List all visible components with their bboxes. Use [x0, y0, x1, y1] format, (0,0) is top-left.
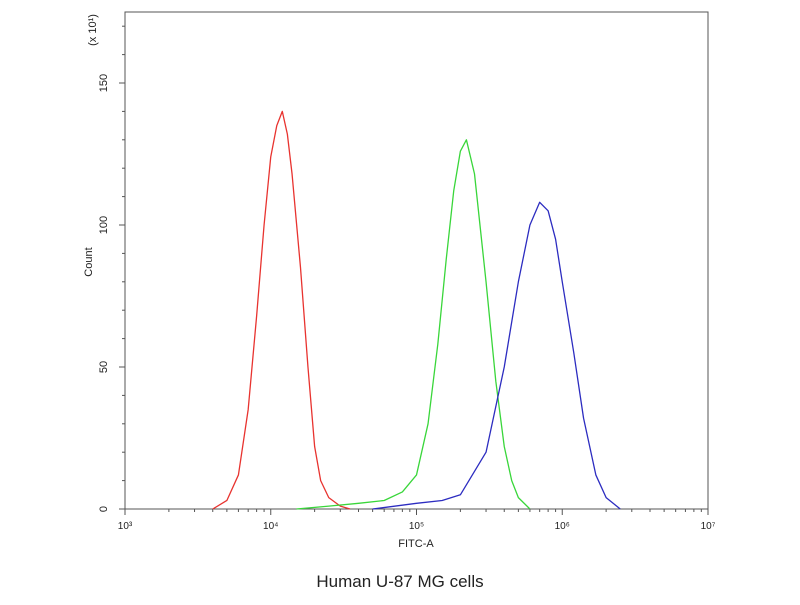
- histogram-line-2: [296, 139, 531, 510]
- y-axis: 0 50 100 150: [98, 25, 125, 512]
- x-axis-label: FITC-A: [398, 538, 434, 550]
- histogram-line-1: [212, 110, 351, 510]
- y-tick-label: 100: [98, 216, 110, 234]
- x-tick-label: 10⁷: [701, 521, 716, 532]
- x-tick-label: 10⁴: [263, 521, 278, 532]
- y-tick-label: 50: [98, 361, 110, 373]
- x-axis: 10³ 10⁴ 10⁵ 10⁶ 10⁷: [118, 509, 716, 532]
- x-tick-label: 10³: [118, 521, 133, 532]
- y-axis-multiplier: (x 10¹): [87, 14, 99, 46]
- y-axis-label: Count: [83, 247, 95, 276]
- chart-caption: Human U-87 MG cells: [316, 572, 484, 591]
- x-tick-label: 10⁶: [555, 521, 570, 532]
- x-tick-label: 10⁵: [409, 521, 424, 532]
- series-layer: [212, 110, 621, 510]
- histogram-line-3: [372, 201, 621, 510]
- y-tick-label: 150: [98, 74, 110, 92]
- plot-frame: [124, 11, 709, 510]
- y-tick-label: 0: [98, 506, 110, 512]
